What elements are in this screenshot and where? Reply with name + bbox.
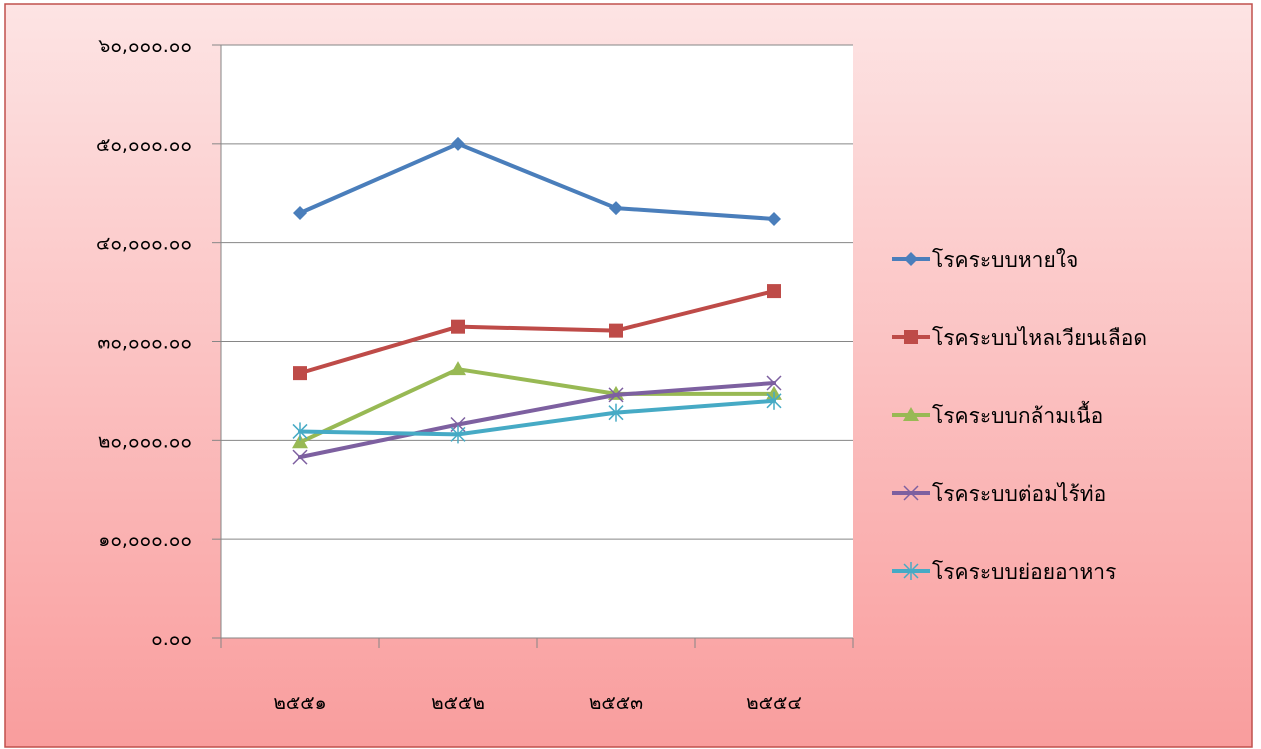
legend-item: โรคระบบย่อยอาหาร: [892, 560, 1116, 584]
x-tick-label: ๒๕๕๓: [589, 692, 643, 714]
y-tick-label: ๖๐,๐๐๐.๐๐: [98, 35, 192, 57]
series-line: [298, 367, 776, 445]
data-point: [450, 425, 466, 444]
x-tick-label: ๒๕๕๒: [431, 692, 485, 714]
x-tick-label: ๒๕๕๔: [746, 692, 802, 714]
y-tick-label: ๒๐,๐๐๐.๐๐: [98, 430, 192, 452]
legend-item: โรคระบบไหลเวียนเลือด: [892, 326, 1147, 350]
series-4: [292, 375, 782, 465]
legend-label: โรคระบบต่อมไร้ท่อ: [932, 482, 1106, 506]
series-line: [298, 141, 776, 221]
legend-marker: [903, 485, 919, 501]
legend-item: โรคระบบหายใจ: [892, 248, 1078, 272]
x-axis-tick-labels: ๒๕๕๑ ๒๕๕๒ ๒๕๕๓ ๒๕๕๔: [273, 692, 802, 714]
x-tick-label: ๒๕๕๑: [273, 692, 326, 714]
legend-item: โรคระบบต่อมไร้ท่อ: [892, 482, 1106, 506]
legend: โรคระบบหายใจโรคระบบไหลเวียนเลือดโรคระบบก…: [892, 248, 1147, 584]
y-axis-tick-labels: ๐.๐๐ ๑๐,๐๐๐.๐๐ ๒๐,๐๐๐.๐๐ ๓๐,๐๐๐.๐๐ ๔๐,๐๐๐.๐๐…: [96, 35, 192, 650]
series-line: [298, 289, 776, 376]
y-tick-label: ๕๐,๐๐๐.๐๐: [96, 134, 192, 156]
y-tick-label: ๑๐,๐๐๐.๐๐: [98, 529, 192, 551]
series-2: [293, 284, 781, 381]
legend-item: โรคระบบกล้ามเนื้อ: [892, 401, 1103, 428]
gridlines: [221, 44, 853, 540]
series-group: [292, 136, 782, 465]
data-point: [767, 211, 781, 226]
legend-marker: [903, 407, 919, 421]
legend-marker: [903, 562, 919, 580]
series-line: [298, 381, 776, 460]
legend-marker: [904, 330, 918, 344]
data-point: [608, 387, 624, 403]
data-point: [451, 136, 465, 151]
data-point: [609, 201, 623, 216]
y-tick-label: ๓๐,๐๐๐.๐๐: [97, 332, 192, 354]
legend-label: โรคระบบกล้ามเนื้อ: [932, 401, 1103, 428]
data-point: [608, 403, 624, 422]
axes: [212, 44, 854, 648]
data-point: [450, 361, 466, 376]
data-point: [292, 422, 308, 441]
series-1: [293, 136, 781, 226]
legend-label: โรคระบบย่อยอาหาร: [932, 560, 1116, 584]
y-tick-label: ๐.๐๐: [151, 628, 192, 650]
series-5: [292, 391, 782, 444]
legend-label: โรคระบบไหลเวียนเลือด: [932, 326, 1147, 350]
data-point: [292, 449, 308, 465]
series-line: [298, 398, 776, 437]
data-point: [609, 323, 623, 338]
data-point: [293, 366, 307, 381]
legend-label: โรคระบบหายใจ: [932, 248, 1078, 272]
data-point: [292, 434, 308, 449]
y-tick-label: ๔๐,๐๐๐.๐๐: [96, 233, 192, 255]
data-point: [293, 206, 307, 221]
data-point: [766, 391, 782, 410]
data-point: [766, 375, 782, 391]
legend-marker: [904, 252, 918, 266]
data-point: [451, 319, 465, 334]
data-point: [767, 284, 781, 299]
